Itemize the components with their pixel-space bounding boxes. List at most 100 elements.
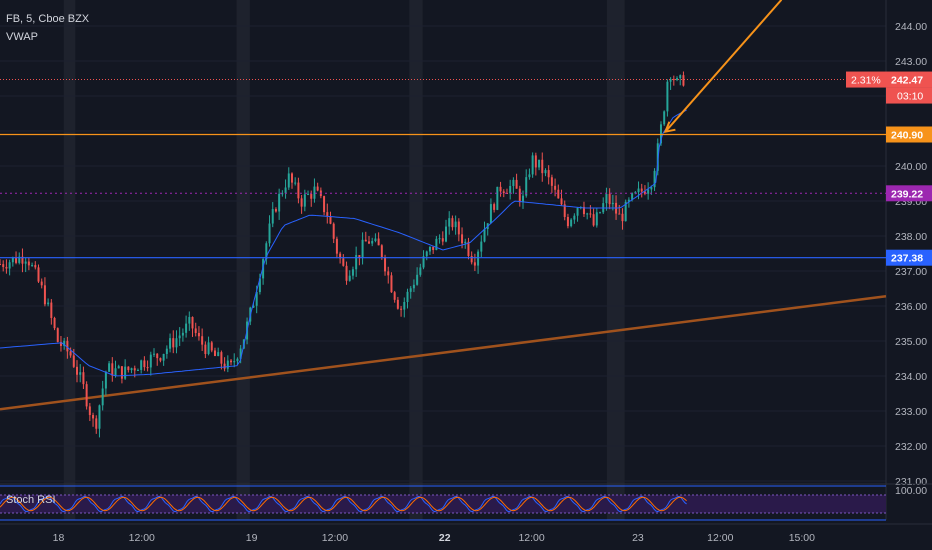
candle-body [679, 75, 682, 79]
candle-body [133, 368, 136, 371]
candle-body [329, 216, 332, 224]
session-band [236, 0, 250, 520]
x-tick-label: 23 [632, 532, 644, 544]
price-level-label: 240.90 [891, 130, 923, 142]
y-tick-label: 232.00 [895, 441, 927, 453]
stoch-rsi-label[interactable]: Stoch RSI [6, 494, 56, 506]
candle-body [2, 264, 5, 267]
price-level-label: 237.38 [891, 253, 923, 265]
candle-body [631, 193, 634, 200]
candle-body [361, 239, 364, 258]
candle-body [297, 182, 300, 199]
candle-body [483, 228, 486, 242]
candle-body [400, 308, 403, 310]
candle-body [47, 302, 50, 305]
countdown-label: 03:10 [897, 91, 923, 103]
candle-body [480, 241, 483, 252]
candle-body [335, 238, 338, 254]
candle-body [316, 186, 319, 191]
candle-body [268, 223, 271, 244]
candle-body [640, 188, 643, 192]
candle-body [181, 332, 184, 336]
stoch-d-line [0, 496, 687, 512]
candle-body [95, 418, 98, 429]
candle-body [650, 187, 653, 190]
candle-body [136, 369, 139, 371]
x-tick-label: 18 [53, 532, 65, 544]
arrow-head [663, 121, 676, 134]
candle-body [634, 192, 637, 194]
candle-body [0, 264, 1, 265]
candle-body [676, 78, 679, 80]
candle-body [326, 212, 329, 217]
candle-body [467, 241, 470, 256]
candle-body [371, 241, 374, 244]
candle-body [464, 241, 467, 244]
candle-body [252, 305, 255, 308]
candle-body [512, 179, 515, 186]
candle-body [358, 255, 361, 258]
candle-body [351, 269, 354, 276]
candle-body [223, 363, 226, 369]
candle-body [143, 360, 146, 368]
candle-body [303, 194, 306, 207]
x-tick-label: 15:00 [789, 532, 815, 544]
candle-body [111, 363, 114, 376]
candle-body [66, 340, 69, 352]
candle-body [502, 191, 505, 193]
candle-body [534, 155, 537, 168]
candle-body [489, 204, 492, 224]
stoch-k-line [0, 495, 687, 513]
candle-body [409, 288, 412, 292]
candle-body [233, 361, 236, 363]
candle-body [278, 193, 281, 212]
candle-body [425, 251, 428, 257]
candle-body [441, 238, 444, 242]
candle-body [217, 352, 220, 356]
candle-body [188, 317, 191, 324]
candle-body [643, 191, 646, 194]
candle-body [515, 179, 518, 189]
candle-body [374, 238, 377, 242]
candle-body [213, 350, 216, 356]
candle-body [422, 256, 425, 268]
percent-change-label: 2.31% [851, 75, 881, 87]
candle-body [194, 328, 197, 333]
candle-body [589, 213, 592, 215]
candle-body [271, 209, 274, 224]
candle-body [88, 406, 91, 416]
candle-body [59, 341, 62, 346]
indicator-vwap-label[interactable]: VWAP [6, 31, 38, 43]
candle-body [37, 267, 40, 282]
candle-body [281, 193, 284, 195]
symbol-title[interactable]: FB, 5, Cboe BZX [6, 13, 90, 25]
candle-body [367, 241, 370, 244]
candle-body [387, 271, 390, 276]
candle-body [560, 198, 563, 205]
candle-body [416, 274, 419, 285]
candle-body [470, 255, 473, 263]
candle-body [406, 291, 409, 303]
candle-body [18, 256, 21, 263]
candle-body [342, 258, 345, 266]
candle-body [390, 275, 393, 293]
candle-body [518, 188, 521, 203]
y-tick-label: 243.00 [895, 56, 927, 68]
candle-body [339, 253, 342, 259]
candle-body [104, 371, 107, 389]
candle-body [528, 174, 531, 178]
candle-body [432, 246, 435, 251]
candle-body [307, 193, 310, 195]
candle-body [201, 336, 204, 345]
candle-body [162, 353, 165, 361]
candle-body [384, 257, 387, 272]
candle-body [56, 328, 59, 342]
candle-body [624, 201, 627, 222]
candle-body [258, 278, 261, 293]
candle-body [557, 189, 560, 199]
candle-body [72, 355, 75, 367]
candle-body [595, 212, 598, 226]
candle-body [287, 173, 290, 188]
